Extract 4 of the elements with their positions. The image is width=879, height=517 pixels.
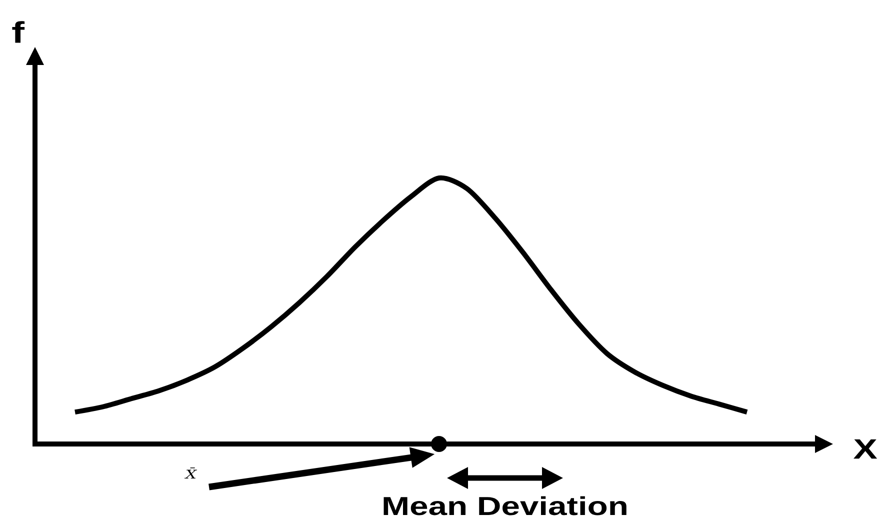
y-axis-title: f	[12, 21, 25, 43]
text: X̄	[184, 467, 198, 479]
text: Mean Deviation	[384, 496, 626, 516]
x-axis-title: X	[854, 439, 878, 459]
